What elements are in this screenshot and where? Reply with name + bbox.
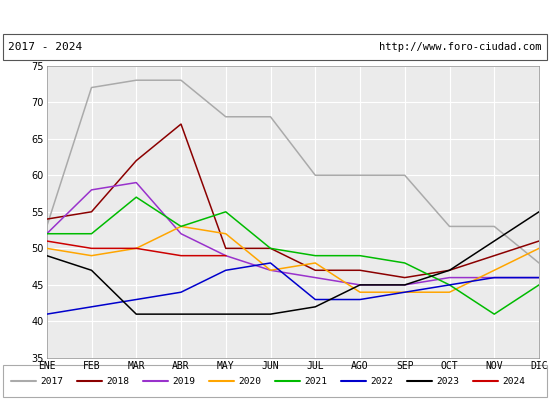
Text: 2020: 2020 bbox=[238, 376, 261, 386]
Text: 2017: 2017 bbox=[40, 376, 63, 386]
Text: 2022: 2022 bbox=[370, 376, 393, 386]
Text: http://www.foro-ciudad.com: http://www.foro-ciudad.com bbox=[379, 42, 542, 52]
Text: 2024: 2024 bbox=[502, 376, 525, 386]
Bar bbox=[3, 365, 547, 397]
Text: 2017 - 2024: 2017 - 2024 bbox=[8, 42, 82, 52]
Text: 2019: 2019 bbox=[172, 376, 195, 386]
Text: 2023: 2023 bbox=[436, 376, 459, 386]
Text: 2018: 2018 bbox=[106, 376, 129, 386]
Text: 2021: 2021 bbox=[304, 376, 327, 386]
Text: Evolucion del paro registrado en Matilla de los Caños del Río: Evolucion del paro registrado en Matilla… bbox=[73, 10, 477, 23]
